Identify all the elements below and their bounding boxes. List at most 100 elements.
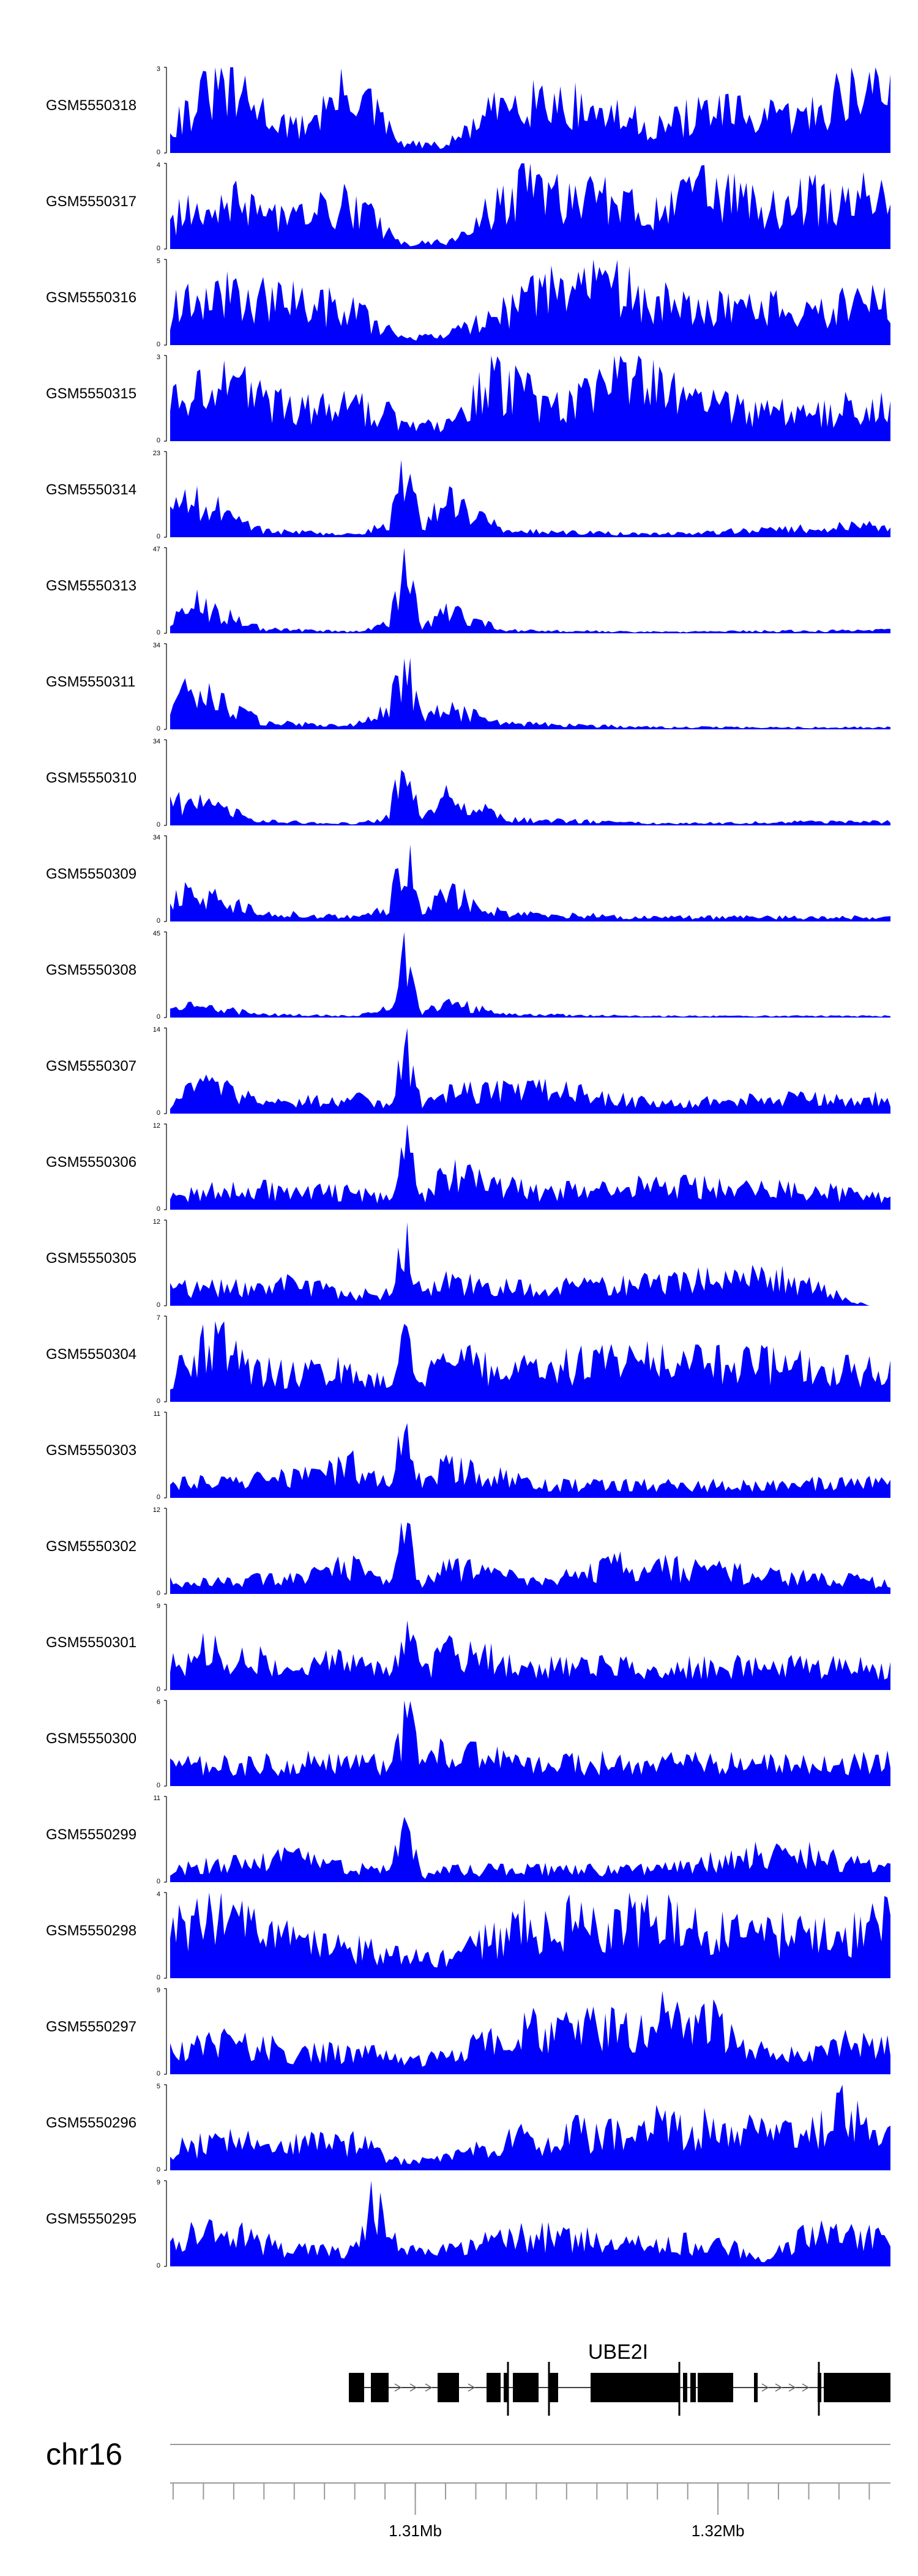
track-ymax-label: 5 xyxy=(157,2083,160,2090)
track-ymax-label: 12 xyxy=(153,1506,160,1514)
track-ymin-label: 0 xyxy=(157,2166,160,2173)
track-GSM5550297: GSM5550297 9 0 xyxy=(46,1987,890,2077)
track-label: GSM5550314 xyxy=(46,482,136,498)
track-GSM5550296: GSM5550296 5 0 xyxy=(46,2083,890,2173)
track-label: GSM5550310 xyxy=(46,770,136,786)
axis-minor-ticks xyxy=(172,2483,870,2500)
intron-arrow xyxy=(788,2383,796,2392)
track-label: GSM5550299 xyxy=(46,1826,136,1843)
track-GSM5550298: GSM5550298 4 0 xyxy=(46,1891,890,1981)
coverage-area xyxy=(170,163,890,249)
coverage-area xyxy=(170,259,890,345)
exon-block xyxy=(754,2373,758,2402)
track-ymax-label: 12 xyxy=(153,1122,160,1130)
coverage-area xyxy=(170,770,890,825)
coverage-area xyxy=(170,2181,890,2266)
track-ymin-label: 0 xyxy=(157,1494,160,1501)
exon-block xyxy=(683,2373,687,2402)
intron-arrow xyxy=(802,2383,810,2392)
track-ymax-label: 6 xyxy=(157,1699,160,1706)
intron-arrow xyxy=(468,2383,476,2392)
track-label: GSM5550295 xyxy=(46,2211,136,2227)
track-ymin-label: 0 xyxy=(157,533,160,540)
track-ymin-label: 0 xyxy=(157,821,160,828)
track-ymin-label: 0 xyxy=(157,1686,160,1693)
track-ymin-label: 0 xyxy=(157,1013,160,1021)
track-ymax-label: 4 xyxy=(157,1891,160,1898)
exon-block xyxy=(690,2373,696,2402)
track-GSM5550311: GSM5550311 34 0 xyxy=(46,642,890,732)
track-GSM5550314: GSM5550314 23 0 xyxy=(46,450,890,540)
track-label: GSM5550304 xyxy=(46,1346,136,1363)
intron-direction-arrows xyxy=(394,2383,810,2392)
track-ymin-label: 0 xyxy=(157,1109,160,1117)
track-GSM5550308: GSM5550308 45 0 xyxy=(46,930,890,1021)
track-GSM5550309: GSM5550309 34 0 xyxy=(46,834,890,925)
track-label: GSM5550317 xyxy=(46,193,136,210)
track-ymax-label: 7 xyxy=(157,1314,160,1322)
exon-block xyxy=(824,2373,890,2402)
coverage-area xyxy=(170,67,890,153)
gene-name-label: UBE2I xyxy=(588,2340,648,2364)
track-GSM5550306: GSM5550306 12 0 xyxy=(46,1122,890,1213)
gene-model-ube2i: UBE2I xyxy=(349,2340,890,2416)
track-GSM5550299: GSM5550299 11 0 xyxy=(46,1795,890,1885)
track-label: GSM5550300 xyxy=(46,1730,136,1747)
exon-block xyxy=(698,2373,733,2402)
track-label: GSM5550318 xyxy=(46,97,136,114)
track-label: GSM5550305 xyxy=(46,1250,136,1267)
exon-block xyxy=(438,2373,459,2402)
track-label: GSM5550306 xyxy=(46,1154,136,1171)
coverage-area xyxy=(170,1423,890,1498)
track-label: GSM5550316 xyxy=(46,289,136,306)
coverage-area xyxy=(170,657,890,729)
intron-arrow xyxy=(394,2383,402,2392)
coverage-area xyxy=(170,1321,890,1402)
track-ymin-label: 0 xyxy=(157,1974,160,1981)
coverage-area xyxy=(170,1124,890,1210)
track-GSM5550307: GSM5550307 14 0 xyxy=(46,1026,890,1117)
track-ymin-label: 0 xyxy=(157,629,160,636)
intron-arrow xyxy=(775,2383,783,2392)
track-GSM5550303: GSM5550303 11 0 xyxy=(46,1410,890,1501)
track-ymin-label: 0 xyxy=(157,245,160,252)
coverage-area xyxy=(170,1222,890,1306)
exon-block xyxy=(550,2373,558,2402)
chromosome-label: chr16 xyxy=(46,2437,122,2471)
track-ymax-label: 34 xyxy=(153,642,160,649)
track-ymin-label: 0 xyxy=(157,437,160,444)
intron-arrow xyxy=(425,2383,433,2392)
axis-tick-label: 1.31Mb xyxy=(389,2522,442,2540)
track-label: GSM5550297 xyxy=(46,2019,136,2035)
track-ymin-label: 0 xyxy=(157,149,160,156)
track-ymax-label: 12 xyxy=(153,1218,160,1226)
coverage-area xyxy=(170,356,890,441)
coverage-area xyxy=(170,1990,890,2074)
coverage-area xyxy=(170,1522,890,1594)
track-label: GSM5550303 xyxy=(46,1442,136,1459)
track-ymax-label: 11 xyxy=(154,1410,160,1418)
coverage-area xyxy=(170,1700,890,1786)
track-GSM5550318: GSM5550318 3 0 xyxy=(46,65,890,156)
coverage-area xyxy=(170,1028,890,1114)
track-label: GSM5550296 xyxy=(46,2115,136,2131)
track-ymin-label: 0 xyxy=(157,1590,160,1597)
track-ymin-label: 0 xyxy=(157,2262,160,2269)
track-ymax-label: 4 xyxy=(157,162,160,169)
track-ymin-label: 0 xyxy=(157,1398,160,1405)
track-ymax-label: 45 xyxy=(153,930,160,937)
track-label: GSM5550298 xyxy=(46,1923,136,1939)
track-label: GSM5550302 xyxy=(46,1538,136,1555)
track-GSM5550304: GSM5550304 7 0 xyxy=(46,1314,890,1405)
axis-major-ticks: 1.31Mb 1.32Mb xyxy=(389,2483,744,2540)
track-ymax-label: 3 xyxy=(157,354,160,361)
exon-block xyxy=(591,2373,679,2402)
track-ymin-label: 0 xyxy=(157,1878,160,1885)
track-GSM5550316: GSM5550316 5 0 xyxy=(46,258,890,348)
track-label: GSM5550311 xyxy=(46,674,135,690)
exon-block xyxy=(371,2373,389,2402)
signal-tracks: GSM555031830GSM555031740GSM555031650GSM5… xyxy=(46,65,890,2269)
track-GSM5550300: GSM5550300 6 0 xyxy=(46,1699,890,1789)
track-GSM5550315: GSM5550315 3 0 xyxy=(46,354,890,444)
coverage-area xyxy=(170,844,890,921)
